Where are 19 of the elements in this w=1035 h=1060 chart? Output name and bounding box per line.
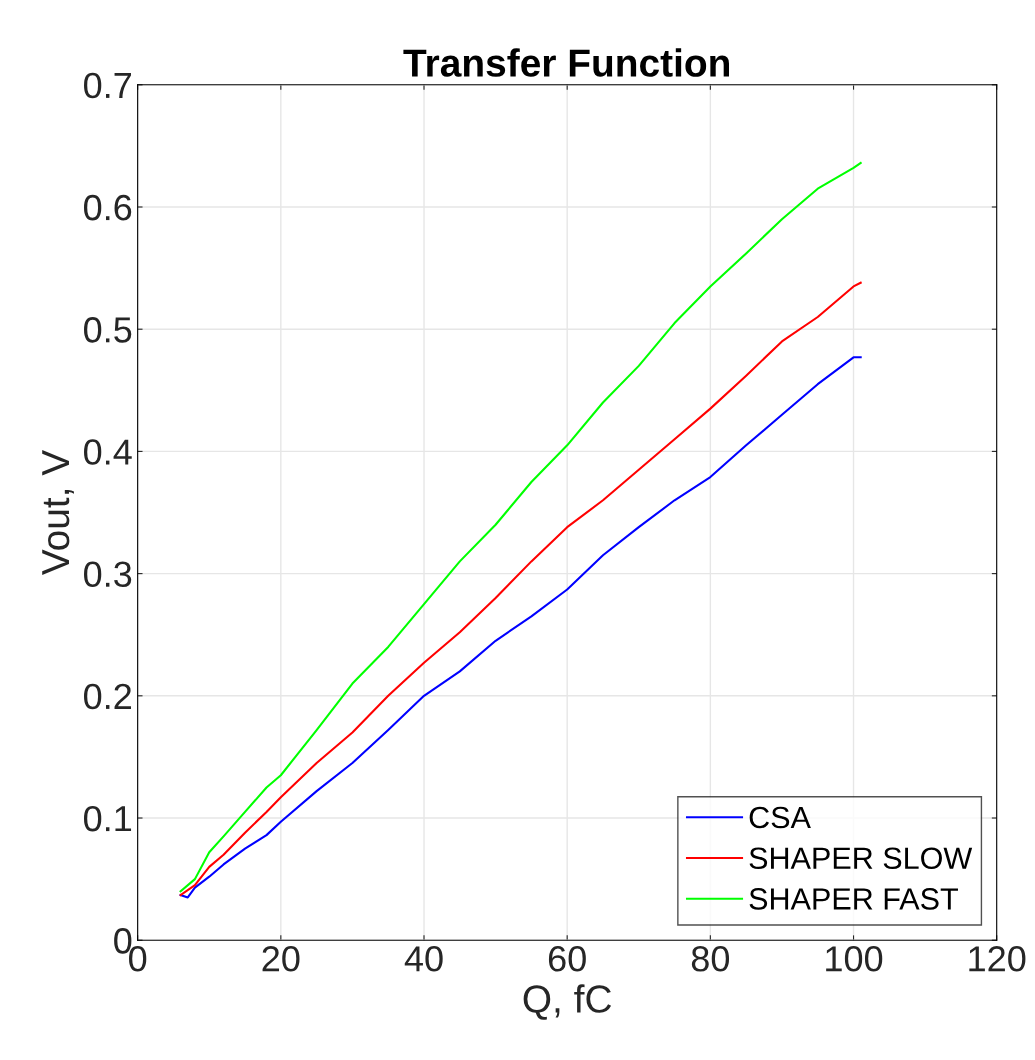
y-tick-label: 0.1	[84, 805, 132, 832]
x-axis-title: Q, fC	[523, 984, 612, 1020]
y-tick-label: 0.7	[84, 72, 131, 99]
y-tick-label: 0.6	[84, 194, 132, 221]
x-tick-label: 100	[826, 946, 883, 972]
legend-label: SHAPER SLOW	[749, 847, 973, 870]
x-tick-label: 80	[691, 946, 730, 972]
y-tick-label: 0.5	[84, 317, 132, 343]
legend-label: CSA	[749, 806, 811, 829]
y-axis-title: Vout, V	[42, 449, 74, 576]
legend-label: SHAPER FAST	[749, 888, 958, 910]
y-tick-label: 0.4	[84, 439, 132, 465]
x-tick-label: 40	[404, 946, 443, 972]
y-tick-label: 0.2	[84, 683, 131, 710]
x-tick-label: 20	[262, 946, 300, 972]
x-tick-label: 120	[969, 946, 1026, 972]
chart-title: Transfer Function	[403, 48, 729, 77]
y-tick-label: 0.3	[84, 561, 132, 588]
x-tick-label: 60	[548, 946, 586, 972]
